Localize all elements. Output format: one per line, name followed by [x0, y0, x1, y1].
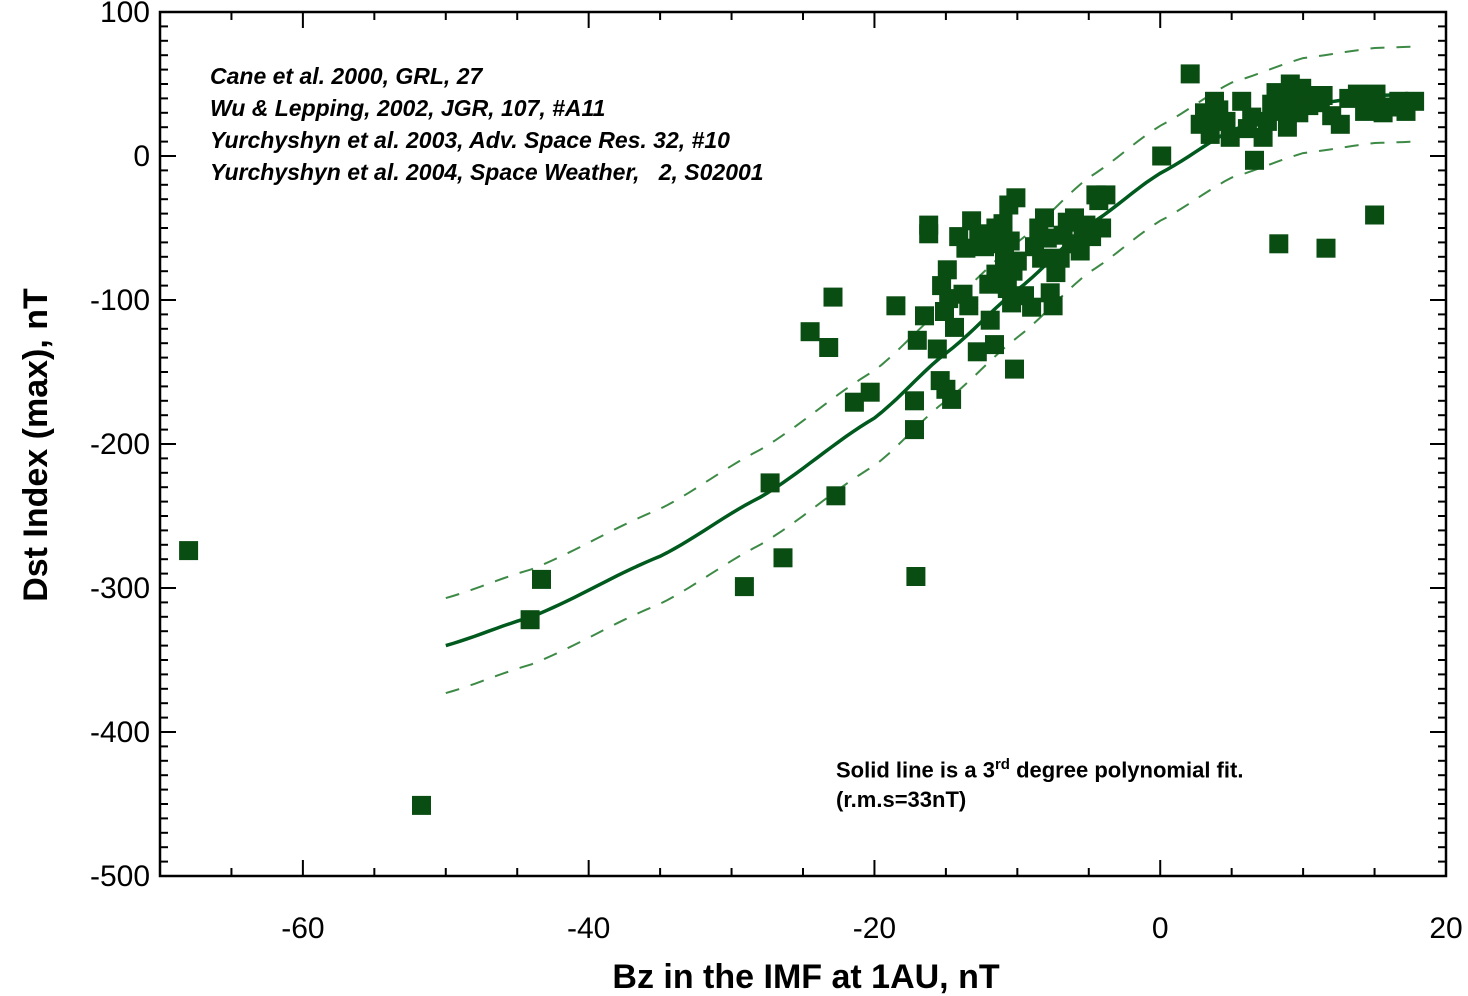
data-point	[1070, 241, 1090, 261]
fit-note-text-end: degree polynomial fit.	[1009, 757, 1244, 783]
data-point	[1096, 185, 1116, 205]
y-tick-label: 0	[133, 140, 150, 173]
data-point	[1046, 263, 1066, 283]
data-point	[1007, 251, 1027, 271]
data-point	[905, 391, 924, 411]
fit-note-line1: Solid line is a 3rd degree polynomial fi…	[836, 750, 1243, 785]
reference-line: Yurchyshyn et al. 2003, Adv. Space Res. …	[210, 127, 730, 153]
reference-line: Yurchyshyn et al. 2004, Space Weather, 2…	[210, 159, 764, 185]
data-point	[956, 238, 976, 258]
fit-note-annotation: Solid line is a 3rd degree polynomial fi…	[836, 750, 1243, 815]
y-tick-label: -100	[90, 284, 150, 317]
data-point	[1273, 101, 1293, 121]
data-point	[997, 279, 1017, 298]
data-points	[179, 64, 1425, 815]
data-point	[773, 548, 793, 568]
data-point	[959, 296, 979, 316]
data-point	[860, 382, 880, 402]
y-axis-label: Dst Index (max), nT	[17, 288, 55, 602]
fit-note-line2: (r.m.s=33nT)	[836, 787, 967, 813]
references-annotation: Cane et al. 2000, GRL, 27 Wu & Lepping, …	[210, 60, 764, 188]
data-point	[1035, 208, 1054, 228]
data-point	[907, 330, 927, 350]
data-point	[1022, 297, 1042, 317]
fit-note-text: Solid line is a 3	[836, 757, 995, 783]
reference-line: Wu & Lepping, 2002, JGR, 107, #A11	[210, 95, 606, 121]
data-point	[1245, 150, 1264, 170]
data-point	[1365, 205, 1385, 225]
data-point	[1330, 114, 1350, 134]
data-point	[1216, 111, 1236, 131]
data-point	[1253, 127, 1273, 147]
data-point	[905, 420, 924, 440]
data-point	[886, 296, 906, 316]
y-tick-label: -500	[90, 860, 150, 893]
data-point	[919, 224, 939, 244]
data-point	[906, 567, 926, 586]
data-point	[939, 289, 959, 309]
reference-line: Cane et al. 2000, GRL, 27	[210, 63, 483, 89]
data-point	[179, 541, 199, 561]
y-tick-label: -300	[90, 572, 150, 605]
data-point	[800, 322, 820, 342]
fit-note-superscript: rd	[994, 756, 1010, 773]
data-point	[1313, 86, 1333, 105]
data-point	[819, 338, 839, 357]
fit-upper-band	[445, 45, 1418, 600]
data-point	[927, 339, 947, 359]
data-point	[1405, 91, 1425, 111]
data-point	[975, 237, 994, 257]
data-point	[980, 310, 1000, 330]
data-point	[1277, 117, 1297, 137]
data-point	[1032, 248, 1052, 268]
data-point	[826, 486, 846, 506]
data-point	[734, 577, 754, 597]
data-point	[823, 287, 843, 307]
data-point	[1366, 84, 1386, 104]
data-point	[1092, 218, 1112, 238]
x-tick-label: -20	[853, 912, 896, 945]
data-point	[412, 795, 431, 815]
y-tick-label: 100	[100, 0, 150, 29]
data-point	[1152, 146, 1172, 166]
data-point	[993, 214, 1013, 234]
data-point	[1200, 124, 1220, 144]
data-point	[1050, 248, 1070, 268]
data-point	[532, 569, 551, 589]
data-point	[985, 335, 1004, 355]
data-point	[1232, 91, 1252, 111]
data-point	[967, 342, 987, 362]
x-tick-label: -40	[567, 912, 610, 945]
data-point	[945, 317, 964, 337]
y-tick-label: -400	[90, 716, 150, 749]
data-point	[1043, 296, 1063, 316]
data-point	[1006, 188, 1026, 208]
data-point	[1316, 238, 1336, 258]
y-tick-label: -200	[90, 428, 150, 461]
x-tick-label: 0	[1152, 912, 1169, 945]
data-point	[1269, 234, 1289, 254]
data-point	[1005, 359, 1024, 379]
data-point	[1180, 64, 1200, 84]
x-tick-label: 20	[1429, 912, 1462, 945]
data-point	[942, 389, 962, 409]
data-point	[1257, 111, 1277, 131]
x-tick-label: -60	[281, 912, 324, 945]
data-point	[520, 610, 540, 630]
data-point	[1220, 127, 1240, 147]
data-point	[937, 260, 957, 280]
x-axis-label: Bz in the IMF at 1AU, nT	[612, 958, 999, 996]
data-point	[1242, 107, 1262, 127]
data-point	[1037, 228, 1057, 248]
data-point	[1000, 231, 1020, 251]
data-point	[915, 306, 934, 326]
data-point	[1266, 83, 1286, 103]
data-point	[986, 264, 1006, 284]
data-point	[844, 392, 864, 412]
data-point	[760, 473, 780, 493]
